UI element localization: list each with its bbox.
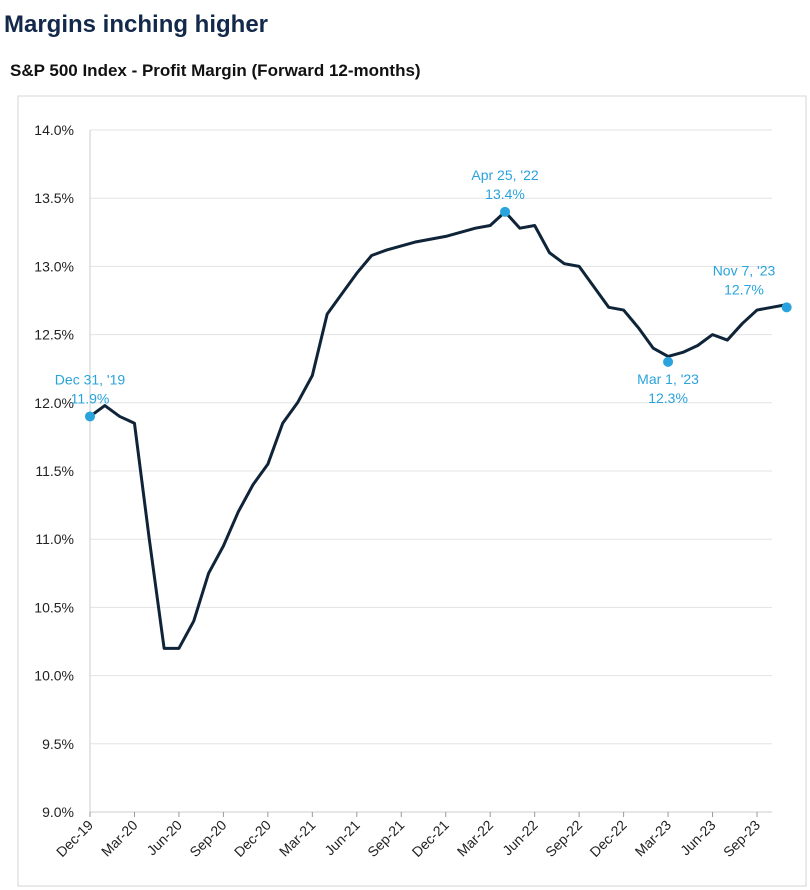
x-tick-label: Sep-21 — [364, 817, 407, 860]
chart-title: Margins inching higher — [4, 11, 268, 38]
x-tick-label: Sep-22 — [542, 817, 585, 860]
annotation-value: 11.9% — [71, 390, 110, 406]
chart-frame — [17, 95, 807, 887]
x-tick-label: Mar-23 — [632, 817, 675, 860]
x-tick-label: Mar-22 — [454, 817, 497, 860]
x-tick-label: Sep-23 — [720, 817, 763, 860]
y-tick-label: 10.0% — [34, 668, 74, 684]
x-tick-label: Dec-20 — [231, 817, 274, 860]
line-series — [89, 210, 787, 650]
y-tick-label: 13.5% — [34, 190, 74, 206]
annotation-dot — [500, 206, 511, 217]
annotation-value: 13.4% — [485, 186, 525, 202]
annotation-label: Nov 7, '23 — [713, 262, 776, 278]
x-tick-label: Dec-21 — [409, 817, 452, 860]
y-tick-label: 10.5% — [34, 599, 74, 615]
annotation-dot — [85, 411, 95, 422]
x-tick-label: Jun-22 — [499, 817, 541, 859]
annotation-value: 12.7% — [724, 281, 764, 297]
y-tick-label: 11.5% — [35, 463, 74, 479]
annotation-label: Mar 1, '23 — [637, 371, 699, 387]
x-tick-label: Mar-20 — [98, 817, 141, 860]
x-tick-label: Dec-19 — [53, 817, 96, 860]
x-tick-label: Jun-23 — [677, 817, 719, 859]
chart-subtitle: S&P 500 Index - Profit Margin (Forward 1… — [10, 61, 421, 80]
annotation-dot — [663, 356, 674, 367]
annotation-label: Apr 25, '22 — [471, 167, 538, 183]
annotation-value: 12.3% — [648, 390, 688, 406]
y-tick-label: 9.0% — [42, 804, 74, 820]
annotation-label: Dec 31, '19 — [55, 371, 126, 387]
x-tick-label: Jun-21 — [321, 817, 363, 859]
y-tick-label: 9.5% — [42, 736, 74, 752]
annotation-dot — [781, 302, 792, 313]
y-tick-label: 12.0% — [34, 395, 74, 411]
y-tick-label: 12.5% — [34, 327, 74, 343]
x-tick-label: Dec-22 — [586, 817, 629, 860]
y-tick-label: 13.0% — [34, 258, 74, 274]
y-tick-label: 14.0% — [34, 122, 74, 138]
x-tick-label: Sep-20 — [186, 817, 229, 860]
x-tick-label: Jun-20 — [143, 817, 185, 859]
x-tick-label: Mar-21 — [276, 817, 319, 860]
y-tick-label: 11.0% — [35, 531, 74, 547]
